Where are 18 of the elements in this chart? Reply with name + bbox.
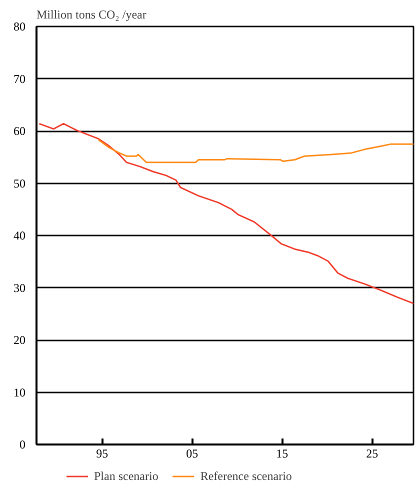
y-tick-label: 30 [14,280,26,295]
y-tick-label: 70 [14,72,26,86]
y-tick-label: 80 [14,20,26,34]
x-tick-label: 95 [96,446,108,460]
y-tick-label: 10 [14,385,26,400]
y-tick-label: 0 [20,438,26,452]
line-series [38,122,414,304]
chart-title: Million tons CO₂ /year [36,8,146,22]
line-series [98,139,414,164]
y-tick-label: 50 [14,176,26,190]
x-tick-label: 25 [366,446,378,460]
legend-label: Plan scenario [94,468,158,484]
legend-label: Reference scenario [200,468,292,484]
y-tick-label: 60 [14,124,26,138]
x-tick-label: 05 [186,446,198,460]
y-tick-label: 20 [14,333,26,347]
x-tick-label: 15 [276,446,288,460]
y-tick-label: 40 [14,228,26,242]
